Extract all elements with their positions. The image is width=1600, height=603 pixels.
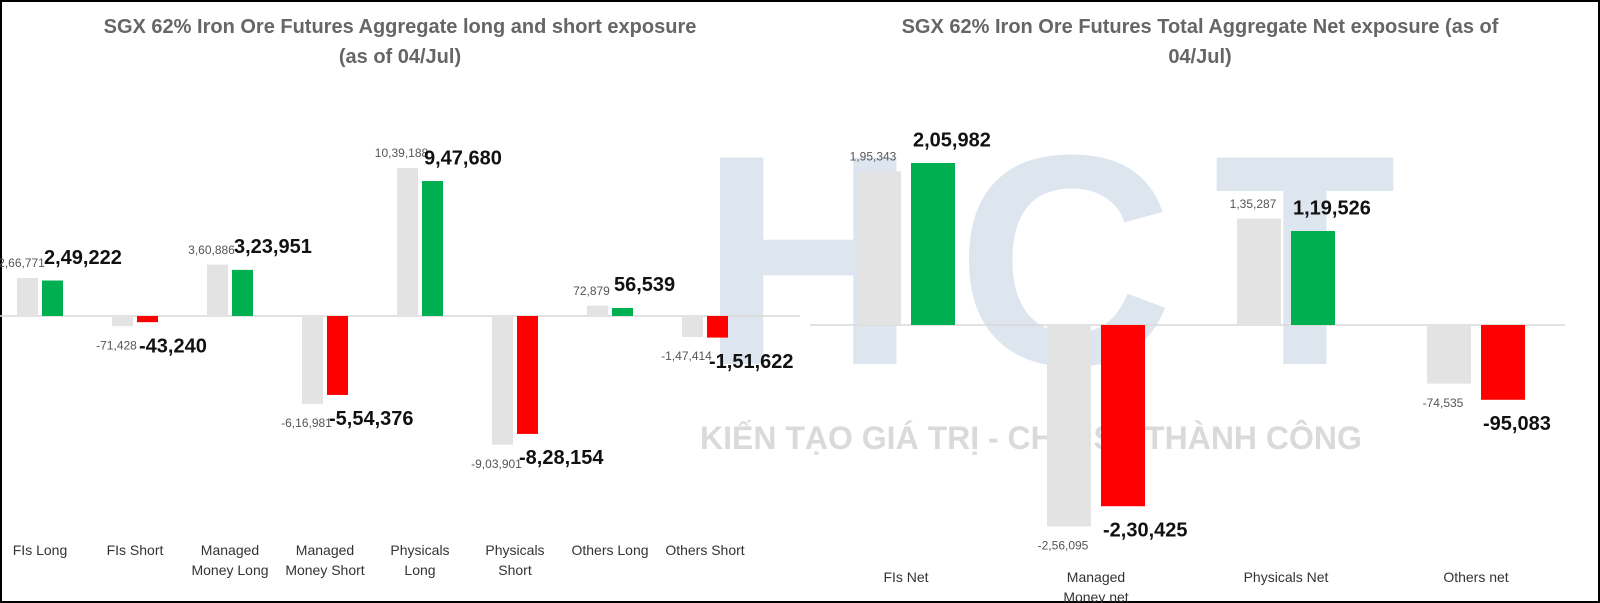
value-label: 2,49,222 (44, 247, 122, 269)
bar (707, 316, 728, 338)
x-tick-label: Managed Money net (1063, 569, 1129, 603)
bar (207, 264, 228, 316)
value-label: 9,47,680 (424, 147, 502, 169)
value-label: 3,60,886 (188, 243, 235, 257)
bar (422, 181, 443, 316)
bar (327, 316, 348, 395)
x-tick-label: FIs Long (12, 542, 68, 558)
value-label: -2,56,095 (1038, 539, 1089, 553)
value-label: -71,428 (96, 338, 137, 352)
value-label: -5,54,376 (329, 408, 414, 430)
bar (397, 168, 418, 316)
bar (857, 171, 901, 325)
bar (1237, 218, 1281, 325)
x-tick-label: Physicals Long (390, 542, 450, 578)
bar (1047, 325, 1091, 527)
x-tick-label: FIs Short (106, 542, 164, 558)
value-label: 1,95,343 (850, 150, 897, 164)
chart-title: SGX 62% Iron Ore Futures Total Aggregate… (901, 16, 1499, 68)
bar (1427, 325, 1471, 384)
value-label: -1,47,414 (661, 349, 712, 363)
bar (112, 316, 133, 327)
bar (492, 316, 513, 445)
x-tick-label: Physicals Net (1243, 569, 1329, 585)
value-label: -95,083 (1483, 413, 1551, 435)
value-label: 1,35,287 (1230, 197, 1277, 211)
value-label: -2,30,425 (1103, 520, 1188, 542)
value-label: -8,28,154 (519, 447, 604, 469)
value-label: 72,879 (573, 284, 610, 298)
bar (137, 316, 158, 323)
x-tick-label: Others Short (665, 542, 745, 558)
bar (232, 269, 253, 316)
value-label: 2,05,982 (913, 129, 991, 151)
x-tick-label: Managed Money Short (285, 542, 365, 578)
bar (17, 278, 38, 316)
x-tick-label: Physicals Short (485, 542, 545, 578)
x-tick-label: Managed Money Long (191, 542, 269, 578)
bar (682, 316, 703, 337)
bar (1291, 230, 1335, 325)
value-label: -9,03,901 (471, 457, 522, 471)
bar (911, 163, 955, 325)
value-label: -6,16,981 (281, 416, 332, 430)
bar (1481, 325, 1525, 400)
x-tick-label: FIs Net (883, 569, 929, 585)
x-tick-label: Others net (1443, 569, 1509, 585)
value-label: -1,51,622 (709, 351, 794, 373)
chart-title: SGX 62% Iron Ore Futures Aggregate long … (103, 16, 697, 68)
bar (587, 305, 608, 316)
bar (302, 316, 323, 404)
value-label: -43,240 (139, 335, 207, 357)
bar (1101, 325, 1145, 507)
bar (612, 307, 633, 316)
watermark-tagline: KIẾN TẠO GIÁ TRỊ - CHIA SẺ THÀNH CÔNG (700, 420, 1362, 456)
value-label: 10,39,188 (375, 146, 429, 160)
value-label: 2,66,771 (0, 256, 45, 270)
value-label: -74,535 (1423, 396, 1464, 410)
value-label: 1,19,526 (1293, 197, 1371, 219)
value-label: 56,539 (614, 274, 675, 296)
bar (42, 280, 63, 316)
bar (517, 316, 538, 434)
value-label: 3,23,951 (234, 236, 312, 258)
x-tick-label: Others Long (571, 542, 649, 558)
